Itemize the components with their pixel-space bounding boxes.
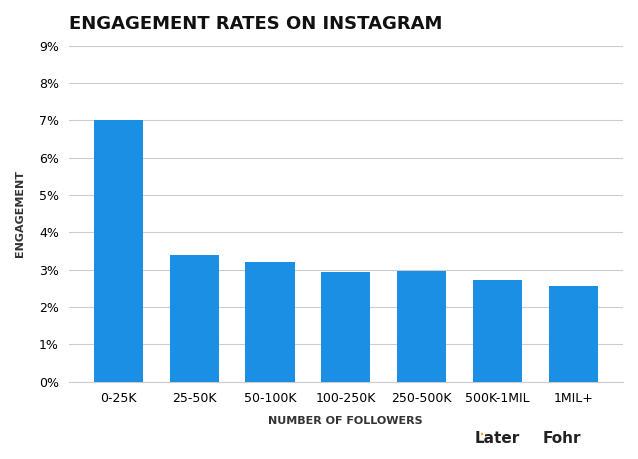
Bar <box>94 120 143 382</box>
Text: Later: Later <box>475 431 520 446</box>
Bar <box>397 271 446 382</box>
Text: ·: · <box>478 425 485 445</box>
Bar <box>170 255 219 382</box>
Bar <box>473 280 522 382</box>
Bar <box>549 286 598 382</box>
Bar <box>246 262 295 382</box>
Bar <box>321 272 371 382</box>
Y-axis label: ENGAGEMENT: ENGAGEMENT <box>15 170 25 257</box>
Text: Fohr: Fohr <box>542 431 581 446</box>
X-axis label: NUMBER OF FOLLOWERS: NUMBER OF FOLLOWERS <box>269 416 423 425</box>
Text: ENGAGEMENT RATES ON INSTAGRAM: ENGAGEMENT RATES ON INSTAGRAM <box>69 15 442 33</box>
